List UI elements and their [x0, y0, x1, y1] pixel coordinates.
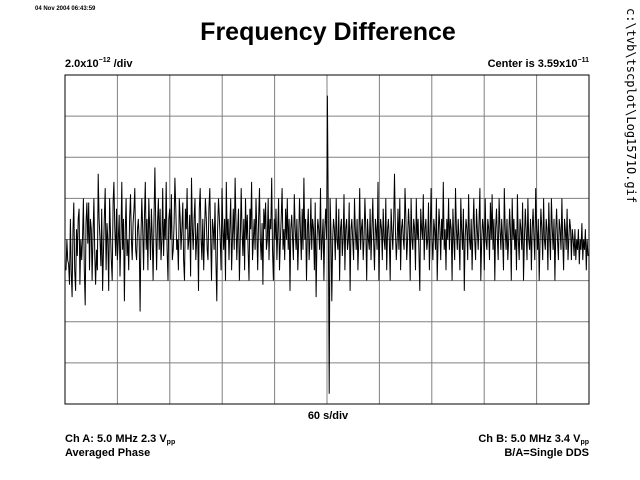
- side-file-path-text: c:\tvb\tscplot\Log1571O.gif: [624, 8, 637, 203]
- center-exponent: −11: [577, 57, 590, 64]
- timestamp: 04 Nov 2004 06:43:59: [35, 6, 96, 12]
- channel-a-text: Ch A: 5.0 MHz 2.3 V: [65, 433, 167, 445]
- channel-a-sub: pp: [166, 439, 176, 446]
- chart-title: Frequency Difference: [200, 18, 456, 46]
- frequency-trace: [65, 95, 589, 394]
- channel-a-mode: Averaged Phase: [65, 447, 151, 459]
- channel-b-text: Ch B: 5.0 MHz 3.4 V: [478, 433, 581, 445]
- y-scale-label: 2.0x10−12 /div: [65, 57, 133, 70]
- x-scale-label: 60 s/div: [307, 410, 349, 422]
- y-scale-mantissa: 2.0x10: [65, 58, 99, 70]
- side-file-path: c:\tvb\tscplot\Log1571O.gif: [607, 4, 638, 264]
- channel-b-mode: B/A=Single DDS: [504, 447, 589, 459]
- channel-b-sub: pp: [580, 439, 589, 446]
- y-scale-unit: /div: [110, 58, 133, 70]
- center-label: Center is 3.59x10−11: [487, 57, 590, 70]
- side-file-path-svg: c:\tvb\tscplot\Log1571O.gif: [624, 8, 638, 203]
- channel-a-info: Ch A: 5.0 MHz 2.3 Vpp: [65, 433, 176, 446]
- plot-frame: [64, 74, 590, 405]
- center-text: Center is 3.59x10: [487, 58, 578, 70]
- channel-b-info: Ch B: 5.0 MHz 3.4 Vpp: [478, 433, 589, 446]
- y-scale-exponent: −12: [98, 57, 111, 64]
